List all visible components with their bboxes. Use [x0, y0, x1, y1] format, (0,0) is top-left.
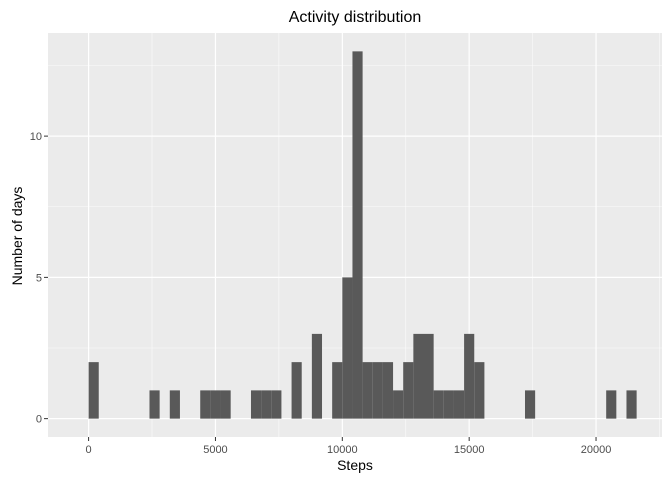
histogram-bar — [271, 390, 282, 419]
x-tick-label: 20000 — [581, 444, 612, 456]
histogram-bar — [382, 362, 394, 419]
histogram-bar — [393, 390, 404, 419]
histogram-bar — [291, 362, 302, 419]
histogram-bar — [332, 362, 343, 419]
histogram-bar — [524, 390, 536, 419]
histogram-bar — [352, 51, 363, 419]
histogram-bar — [220, 390, 231, 419]
x-tick-label: 0 — [86, 444, 92, 456]
histogram-bars — [88, 51, 637, 419]
histogram-bar — [474, 362, 485, 419]
x-tick-label: 15000 — [454, 444, 485, 456]
histogram-bar — [342, 277, 353, 419]
x-axis-title: Steps — [337, 457, 373, 473]
chart-title: Activity distribution — [289, 9, 422, 26]
x-axis: 0 5000 10000 15000 20000 — [86, 437, 612, 456]
histogram-bar — [626, 390, 637, 419]
histogram-bar — [413, 333, 424, 419]
histogram-bar — [250, 390, 262, 419]
y-tick-label: 5 — [36, 272, 42, 284]
histogram-bar — [453, 390, 465, 419]
histogram-bar — [200, 390, 211, 419]
y-tick-label: 10 — [30, 131, 42, 143]
y-axis: 0 5 10 — [30, 131, 48, 426]
histogram-bar — [403, 362, 414, 419]
histogram-bar — [464, 333, 475, 419]
histogram-bar — [149, 390, 160, 419]
x-tick-label: 5000 — [203, 444, 227, 456]
histogram-bar — [443, 390, 454, 419]
histogram-bar — [88, 362, 99, 419]
y-tick-label: 0 — [36, 414, 42, 426]
histogram-bar — [169, 390, 180, 419]
histogram-bar — [210, 390, 221, 419]
y-axis-title: Number of days — [9, 187, 25, 286]
x-tick-label: 10000 — [327, 444, 358, 456]
histogram-bar — [261, 390, 272, 419]
histogram-bar — [372, 362, 383, 419]
histogram-bar — [362, 362, 373, 419]
histogram-bar — [433, 390, 444, 419]
histogram-bar — [311, 333, 323, 419]
histogram-bar — [423, 333, 434, 419]
histogram-bar — [606, 390, 617, 419]
